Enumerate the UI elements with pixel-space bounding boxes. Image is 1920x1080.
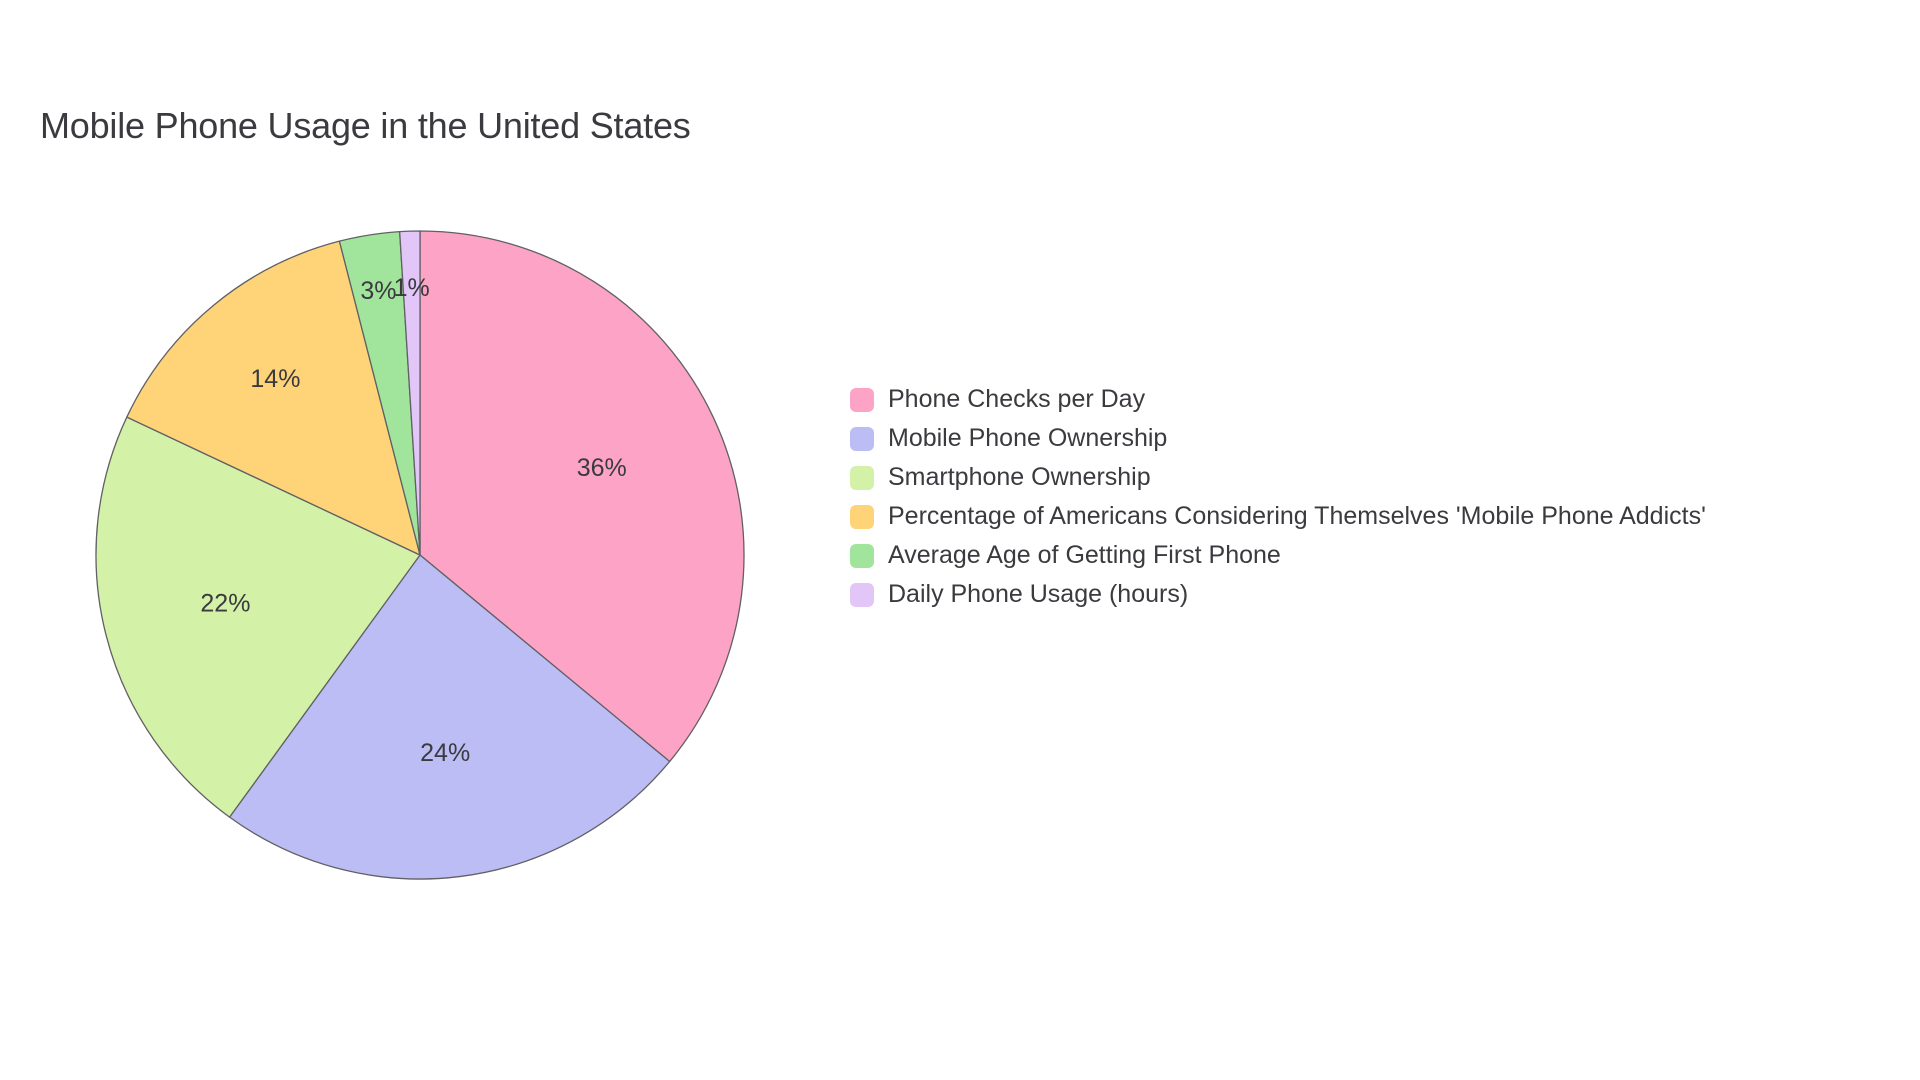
- slice-label: 3%: [360, 277, 396, 305]
- legend: Phone Checks per Day Mobile Phone Ownersh…: [850, 385, 1706, 619]
- chart-title: Mobile Phone Usage in the United States: [40, 105, 691, 147]
- legend-label: Phone Checks per Day: [888, 385, 1145, 414]
- chart-container: Mobile Phone Usage in the United States …: [0, 0, 1920, 1080]
- slice-label: 22%: [200, 590, 250, 618]
- slice-label: 24%: [420, 739, 470, 767]
- legend-label: Mobile Phone Ownership: [888, 424, 1167, 453]
- pie-chart: 36% 24% 22% 14% 3%1%: [40, 175, 800, 940]
- legend-item[interactable]: Mobile Phone Ownership: [850, 424, 1706, 453]
- legend-swatch: [850, 544, 874, 568]
- legend-item[interactable]: Daily Phone Usage (hours): [850, 580, 1706, 609]
- legend-label: Smartphone Ownership: [888, 463, 1151, 492]
- legend-item[interactable]: Average Age of Getting First Phone: [850, 541, 1706, 570]
- legend-swatch: [850, 466, 874, 490]
- legend-swatch: [850, 388, 874, 412]
- legend-item[interactable]: Percentage of Americans Considering Them…: [850, 502, 1706, 531]
- legend-swatch: [850, 427, 874, 451]
- legend-swatch: [850, 583, 874, 607]
- slice-label: 36%: [577, 454, 627, 482]
- legend-label: Percentage of Americans Considering Them…: [888, 502, 1706, 531]
- legend-item[interactable]: Phone Checks per Day: [850, 385, 1706, 414]
- slice-label: 14%: [250, 365, 300, 393]
- legend-swatch: [850, 505, 874, 529]
- legend-label: Daily Phone Usage (hours): [888, 580, 1188, 609]
- legend-label: Average Age of Getting First Phone: [888, 541, 1281, 570]
- legend-item[interactable]: Smartphone Ownership: [850, 463, 1706, 492]
- slice-label: 1%: [394, 274, 430, 302]
